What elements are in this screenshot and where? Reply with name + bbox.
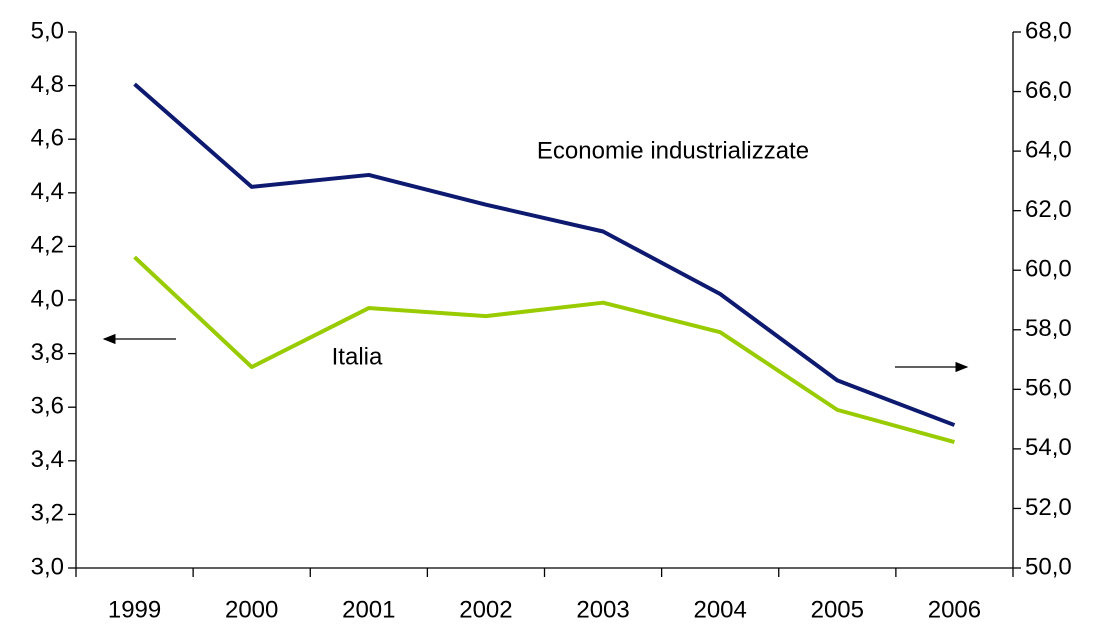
x-tick-label: 2005: [811, 596, 864, 623]
annotation: Economie industrializzate: [537, 137, 809, 164]
y2-tick-label: 50,0: [1025, 553, 1072, 580]
y2-tick-label: 52,0: [1025, 494, 1072, 521]
y-tick-label: 3,0: [31, 553, 64, 580]
x-tick-label: 1999: [108, 596, 161, 623]
y-tick-label: 4,6: [31, 125, 64, 152]
y2-tick-label: 58,0: [1025, 315, 1072, 342]
x-tick-label: 2003: [576, 596, 629, 623]
y2-tick-label: 66,0: [1025, 77, 1072, 104]
x-tick-label: 2002: [459, 596, 512, 623]
x-tick-label: 2001: [342, 596, 395, 623]
y-tick-label: 3,8: [31, 339, 64, 366]
line-series: [133, 82, 956, 427]
y-tick-label: 4,0: [31, 285, 64, 312]
y-tick-label: 3,4: [31, 446, 64, 473]
y2-tick-label: 68,0: [1025, 17, 1072, 44]
y-tick-label: 3,6: [31, 393, 64, 420]
x-tick-label: 2004: [693, 596, 746, 623]
x-tick-label: 2000: [225, 596, 278, 623]
y-tick-label: 4,8: [31, 71, 64, 98]
x-tick-label: 2006: [928, 596, 981, 623]
line-series: [133, 255, 955, 444]
y2-tick-label: 64,0: [1025, 136, 1072, 163]
y2-tick-label: 54,0: [1025, 434, 1072, 461]
y2-tick-label: 56,0: [1025, 375, 1072, 402]
y-tick-label: 5,0: [31, 17, 64, 44]
y2-tick-label: 60,0: [1025, 256, 1072, 283]
y-tick-label: 3,2: [31, 500, 64, 527]
y-tick-label: 4,2: [31, 232, 64, 259]
y2-tick-label: 62,0: [1025, 196, 1072, 223]
annotation: Italia: [332, 343, 383, 370]
y-tick-label: 4,4: [31, 178, 64, 205]
